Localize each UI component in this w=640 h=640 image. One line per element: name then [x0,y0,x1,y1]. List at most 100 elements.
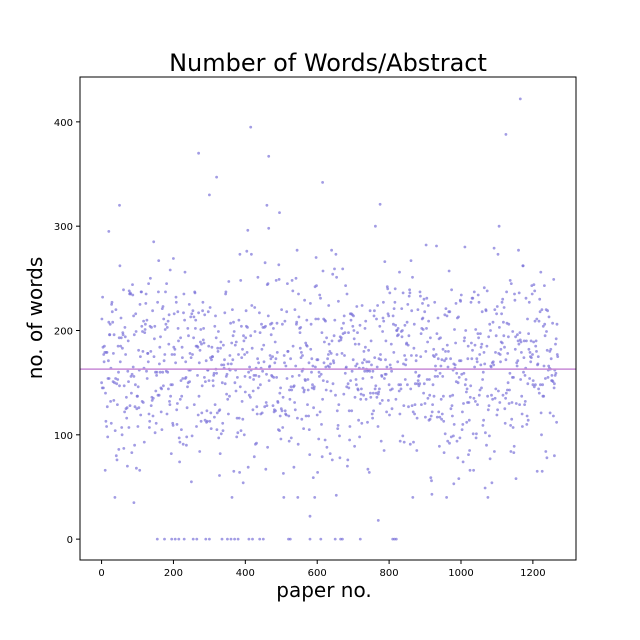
data-point [521,425,524,428]
data-point [361,377,365,380]
data-point [344,284,347,287]
data-point [177,537,181,541]
data-point [509,282,513,285]
data-point [440,412,444,416]
data-point [220,363,224,367]
data-point [289,385,293,389]
data-point [296,442,300,446]
data-point [532,385,536,389]
data-point [376,304,379,307]
data-point [428,417,432,421]
data-point [330,248,333,252]
data-point [131,365,135,369]
data-point [330,339,334,343]
data-point [390,387,394,391]
data-point [385,285,389,289]
data-point [160,387,164,391]
data-point [528,351,532,354]
data-point [514,477,518,480]
data-point [554,337,558,341]
data-point [487,404,491,407]
data-point [354,364,358,368]
data-point [222,363,226,367]
data-point [375,395,379,399]
data-point [213,324,217,328]
data-point [151,309,155,313]
data-point [120,433,124,437]
data-point [449,357,452,361]
data-point [206,310,210,314]
y-tick-label-0: 0 [67,535,73,546]
data-point [443,359,446,363]
data-point [276,401,280,404]
data-point [435,332,439,335]
data-point [389,342,393,346]
data-point [329,389,333,393]
data-point [479,363,483,367]
data-point [362,358,366,362]
data-point [117,370,120,374]
data-point [328,452,332,455]
data-point [283,361,286,365]
data-point [438,444,441,448]
data-point [292,465,296,469]
data-point [383,260,387,263]
data-point [336,424,340,427]
data-point [291,344,295,348]
data-point [310,370,313,374]
data-point [438,371,442,375]
data-point [422,391,425,395]
data-point [442,394,445,398]
data-point [508,388,511,392]
data-point [151,414,155,418]
data-point [450,288,453,292]
data-point [356,331,359,334]
data-point [150,399,154,402]
x-tick-label-4: 800 [380,568,399,579]
data-point [114,454,118,458]
data-point [319,372,323,376]
data-point [384,339,388,343]
data-point [543,334,547,338]
data-point [349,318,353,322]
data-point [526,382,530,386]
data-point [213,415,216,419]
data-point [192,315,196,319]
data-point [210,345,214,349]
data-point [132,501,136,504]
data-point [550,374,554,377]
data-point [502,334,506,338]
data-point [482,286,486,290]
data-point [223,311,227,315]
data-point [224,375,228,378]
x-tick-label-3: 600 [308,568,327,579]
data-point [168,403,172,406]
data-point [252,378,256,381]
data-point [555,353,559,356]
data-point [331,382,335,386]
data-point [546,309,549,313]
data-point [231,308,234,311]
data-point [267,379,271,382]
data-point [142,440,146,444]
data-point [102,360,106,364]
data-point [266,282,270,285]
data-point [415,449,419,452]
data-point [444,357,448,361]
data-point [464,329,468,332]
data-point [398,412,402,416]
data-point [397,389,401,393]
data-point [498,353,502,356]
data-point [171,383,174,387]
data-point [445,314,449,318]
data-point [279,386,282,390]
data-point [339,338,343,342]
data-point [356,388,360,392]
data-point [472,396,476,400]
data-point [417,374,421,377]
data-point [199,419,203,423]
data-point [256,357,259,361]
data-point [129,292,133,296]
data-point [137,406,141,410]
data-point [461,460,465,464]
